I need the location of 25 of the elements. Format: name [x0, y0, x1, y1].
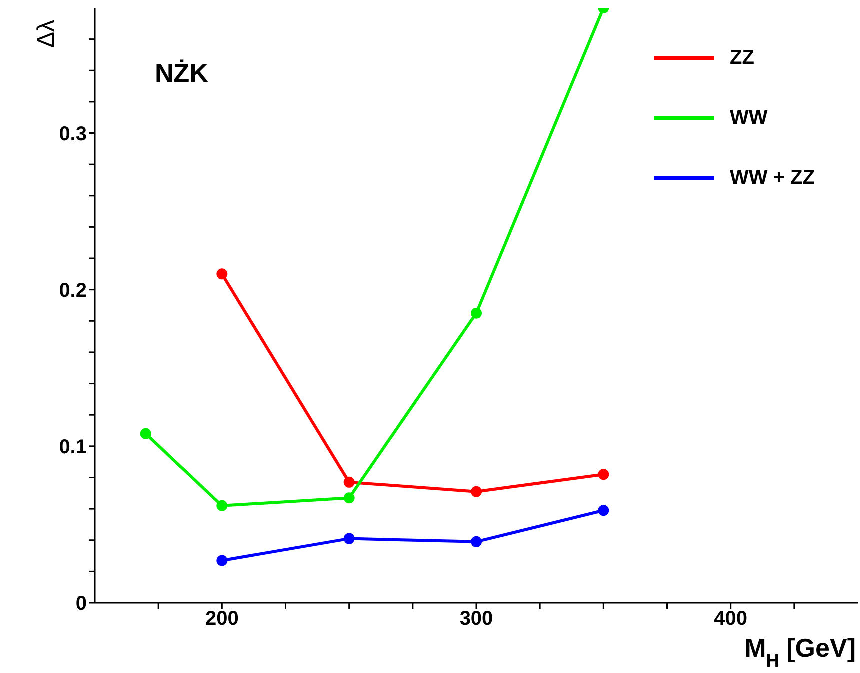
point: [216, 555, 228, 566]
point: [598, 505, 610, 516]
x-tick-label: 300: [460, 608, 494, 630]
point: [140, 428, 152, 440]
x-tick-label: 400: [714, 608, 748, 630]
y-tick-label: 0.1: [59, 436, 87, 459]
point: [598, 469, 610, 480]
point: [216, 500, 228, 512]
point: [344, 492, 355, 504]
legend-label: ZZ: [730, 46, 756, 70]
point: [471, 486, 482, 498]
legend-label: WW + ZZ: [730, 166, 816, 190]
y-tick-label: 0.2: [59, 280, 87, 302]
legend-label: WW: [730, 106, 769, 130]
point: [471, 536, 482, 548]
annotation: NŻK: [155, 58, 208, 89]
point: [344, 533, 355, 544]
x-axis-title: M$_{H}$ [GeV]: [744, 633, 856, 671]
y-tick-label: 0.3: [59, 123, 87, 146]
x-tick-label: 200: [205, 608, 239, 630]
point: [216, 268, 228, 280]
y-tick-label: 0: [76, 593, 87, 616]
y-axis-title: Δλ: [33, 20, 60, 48]
point: [344, 476, 355, 488]
point: [471, 308, 482, 319]
